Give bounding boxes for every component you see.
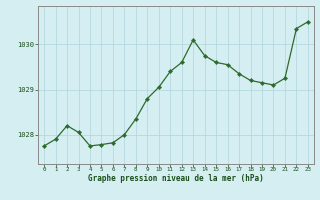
X-axis label: Graphe pression niveau de la mer (hPa): Graphe pression niveau de la mer (hPa): [88, 174, 264, 183]
